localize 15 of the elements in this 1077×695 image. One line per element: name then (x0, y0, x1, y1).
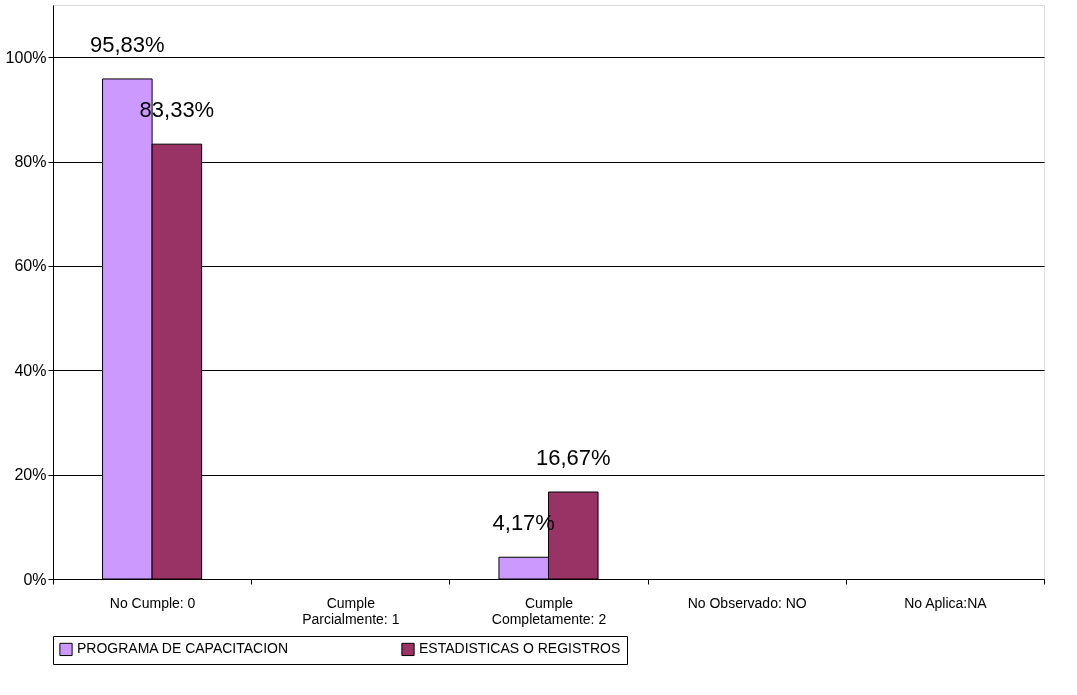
y-tick-label: 100% (5, 48, 47, 66)
x-tick-label: Cumple Parcialmente: 1 (302, 594, 400, 627)
y-tick-label: 20% (14, 466, 47, 484)
legend-label: PROGRAMA DE CAPACITACION (77, 640, 289, 657)
x-tick-label: No Cumple: 0 (109, 594, 196, 611)
x-tick-label: No Observado: NO (687, 594, 807, 611)
data-label: 16,67% (535, 445, 611, 471)
y-tick-label: 40% (14, 361, 47, 379)
x-tick-label: No Aplica:NA (904, 594, 988, 611)
legend-label: ESTADISTICAS O REGISTROS (419, 640, 621, 657)
y-tick-label: 60% (14, 257, 47, 275)
y-tick-label: 0% (23, 570, 47, 588)
data-label: 95,83% (90, 31, 165, 57)
x-tick-label: Cumple Completamente: 2 (491, 594, 607, 627)
y-tick-label: 80% (14, 153, 47, 171)
